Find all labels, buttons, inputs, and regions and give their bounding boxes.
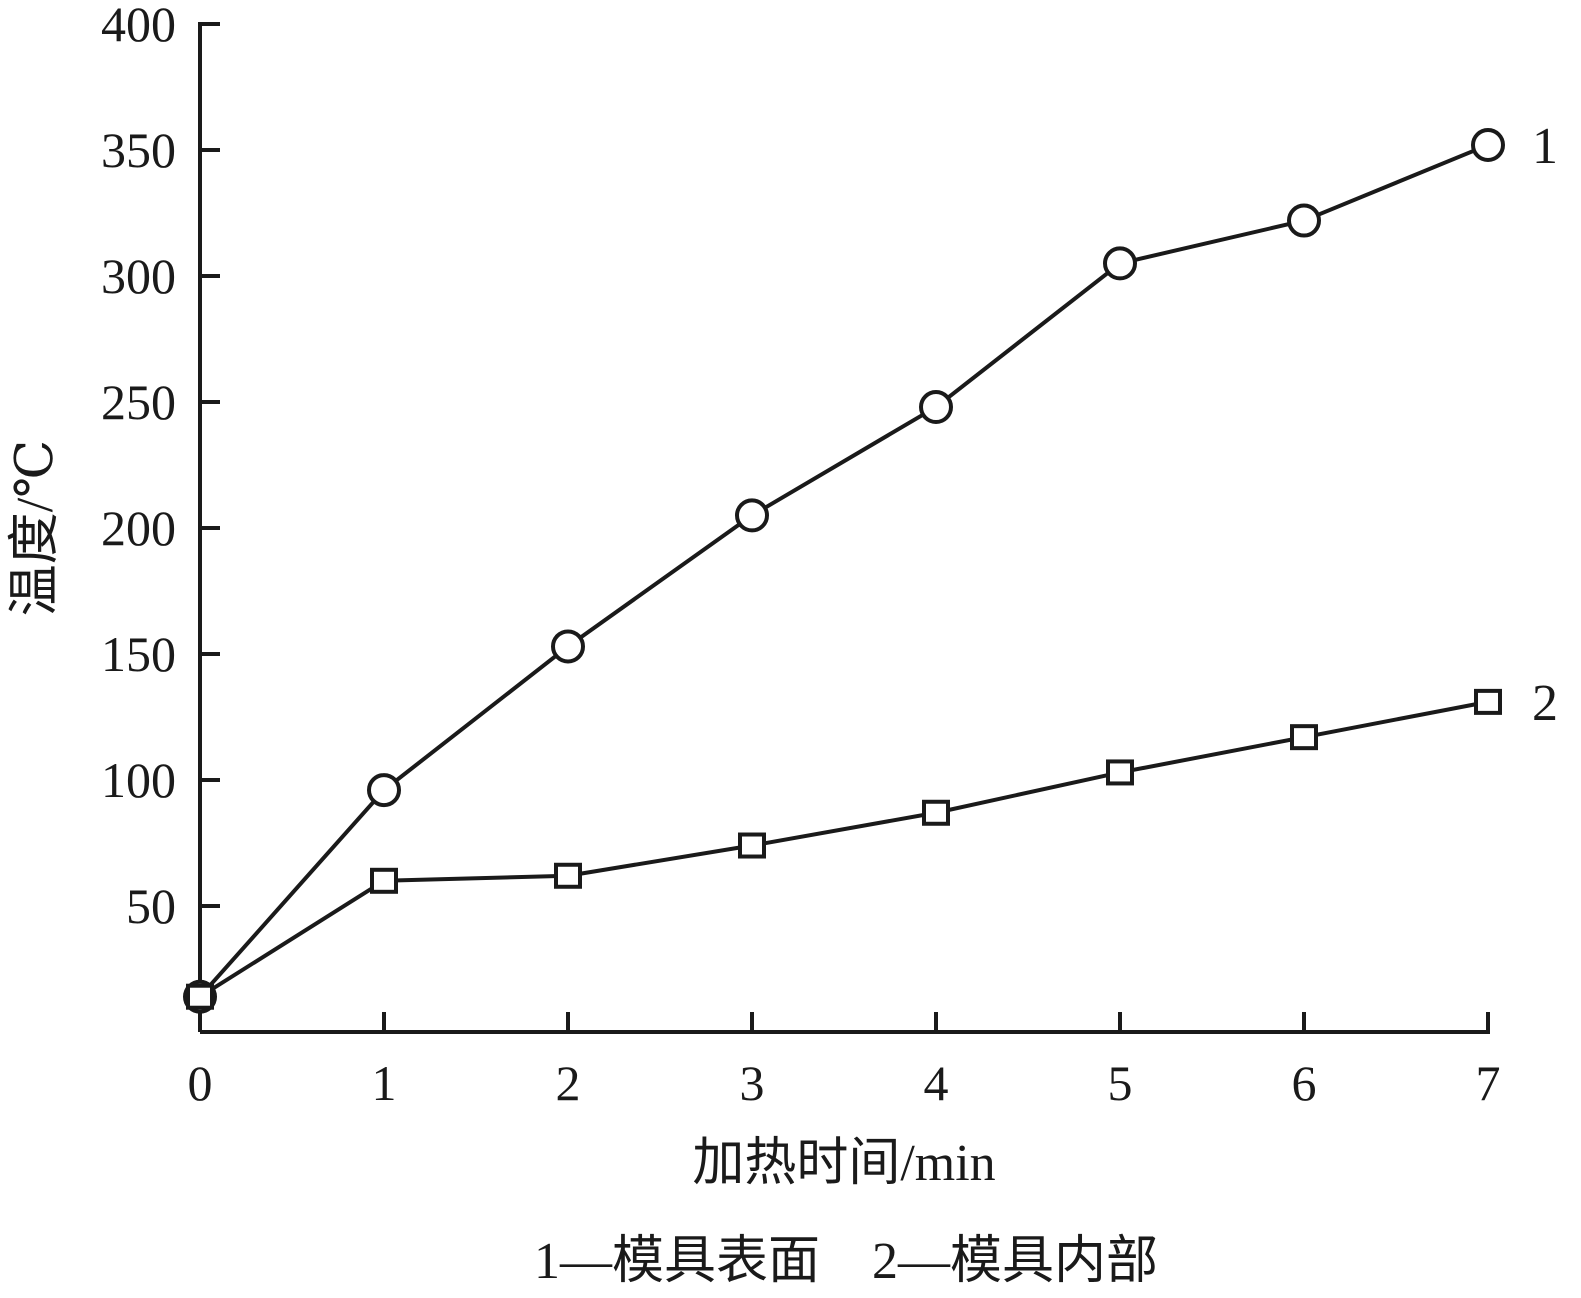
series-1-point-3 <box>735 498 769 533</box>
y-tick-label-50: 50 <box>126 878 176 934</box>
x-axis-title: 加热时间/min <box>692 1135 995 1192</box>
legend-caption: 1—模具表面 2—模具内部 <box>534 1233 1158 1290</box>
y-tick-label-150: 150 <box>101 626 176 682</box>
y-tick-label-400: 400 <box>101 0 176 52</box>
series-2: 2 <box>186 675 1558 1010</box>
x-tick-label-4: 4 <box>924 1055 949 1111</box>
y-tick-label-100: 100 <box>101 752 176 808</box>
series-1-point-2 <box>551 629 585 664</box>
x-tick-label-6: 6 <box>1292 1055 1317 1111</box>
y-tick-label-200: 200 <box>101 500 176 556</box>
x-ticks: 0 1 2 3 4 5 6 7 <box>188 1012 1501 1111</box>
series-1: 1 <box>183 118 1558 1014</box>
series-2-point-7 <box>1474 688 1502 715</box>
y-tick-label-350: 350 <box>101 122 176 178</box>
series-1-point-6 <box>1287 203 1321 238</box>
series-2-line <box>198 699 1489 999</box>
x-tick-label-5: 5 <box>1108 1055 1133 1111</box>
series-2-point-1 <box>370 867 398 894</box>
x-tick-label-2: 2 <box>556 1055 581 1111</box>
x-tick-label-0: 0 <box>188 1055 213 1111</box>
series-2-point-0 <box>186 983 214 1010</box>
series-1-point-5 <box>1103 246 1137 281</box>
y-ticks: 50 100 150 200 250 300 350 400 <box>101 0 220 934</box>
y-tick-label-250: 250 <box>101 374 176 430</box>
x-tick-label-3: 3 <box>740 1055 765 1111</box>
series-layer: 12 <box>183 118 1558 1014</box>
series-2-point-2 <box>554 862 582 889</box>
series-1-point-4 <box>919 390 953 425</box>
series-2-point-4 <box>922 799 950 826</box>
series-2-point-6 <box>1290 724 1318 751</box>
x-tick-label-1: 1 <box>372 1055 397 1111</box>
series-2-point-5 <box>1106 759 1134 786</box>
y-tick-label-300: 300 <box>101 248 176 304</box>
x-tick-label-7: 7 <box>1476 1055 1501 1111</box>
series-1-line <box>198 143 1489 999</box>
series-1-point-7 <box>1471 127 1505 162</box>
series-1-tag: 1 <box>1532 118 1558 175</box>
series-1-point-1 <box>367 773 401 808</box>
series-2-tag: 2 <box>1532 675 1558 732</box>
series-2-point-3 <box>738 832 766 859</box>
y-axis-title: 温度/℃ <box>7 440 64 617</box>
